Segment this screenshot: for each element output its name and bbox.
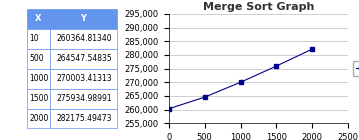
Line: Comparison: Comparison [168,47,314,110]
Comparison [202,96,207,98]
Comparison [238,81,243,83]
Comparison [310,48,314,50]
Legend: Comparison: Comparison [353,61,359,76]
Title: Merge Sort Graph: Merge Sort Graph [203,2,314,12]
Comparison [167,108,172,109]
Y-axis label: Y: Y [109,66,119,72]
Comparison [274,65,279,67]
